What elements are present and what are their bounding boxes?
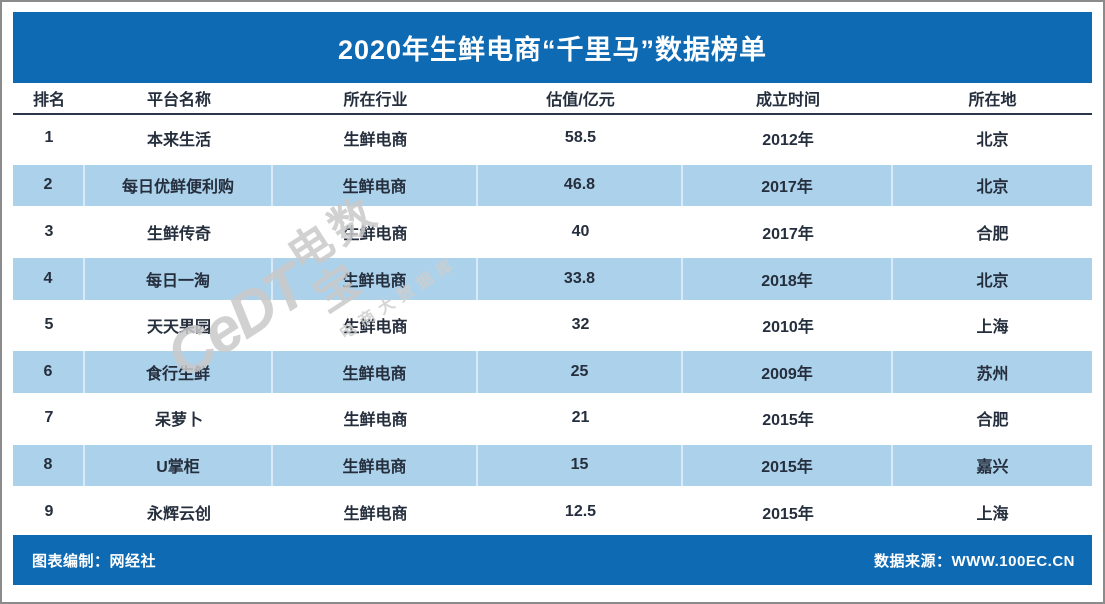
table-cell: 生鲜电商: [343, 318, 408, 336]
table-cell: 40: [571, 222, 590, 240]
table-cell: 上海: [976, 318, 1009, 336]
column-header-industry: 所在行业: [343, 92, 408, 109]
table-cell: 永辉云创: [146, 505, 211, 523]
table-cell: 2010年: [762, 318, 814, 336]
table-cell: 3: [44, 222, 54, 240]
table-cell: 天天果园: [146, 318, 211, 336]
page-title: 2020年生鲜电商“千里马”数据榜单: [337, 35, 768, 65]
table-cell: 生鲜传奇: [146, 225, 211, 243]
footer-source: 数据来源：WWW.100EC.CN: [873, 552, 1075, 570]
table-cell: 生鲜电商: [343, 412, 408, 430]
table-cell: 生鲜电商: [343, 505, 408, 523]
table-cell: 58.5: [564, 129, 597, 147]
table-cell: 2012年: [762, 132, 814, 150]
table-cell: 12.5: [564, 502, 597, 520]
title-bar: 2020年生鲜电商“千里马”数据榜单: [13, 12, 1092, 83]
footer-credit: 图表编制：网经社: [32, 552, 157, 570]
table-cell: 2: [13, 164, 85, 207]
table-row: 2 每日优鲜便利购 生鲜电商 46.8 2017年 北京: [13, 161, 1092, 209]
table-cell: 7: [44, 409, 54, 427]
table-header-row: 排名 平台名称 所在行业 估值/亿元 成立时间 所在地: [13, 83, 1092, 115]
table-cell: 32: [571, 315, 590, 333]
table-row: 5 天天果园 生鲜电商 32 2010年 上海: [13, 301, 1092, 349]
table-cell: 2018年: [683, 257, 893, 300]
table-cell: 2015年: [762, 505, 814, 523]
table-cell: 4: [13, 257, 85, 300]
table-cell: 2009年: [683, 351, 893, 393]
table-cell: 生鲜电商: [343, 225, 408, 243]
table-cell: 合肥: [976, 225, 1009, 243]
table-cell: 5: [44, 315, 54, 333]
column-header-platform: 平台名称: [146, 92, 211, 109]
table-cell: 呆萝卜: [154, 412, 203, 430]
table-cell: 21: [571, 409, 590, 427]
table-cell: 15: [478, 444, 683, 487]
table-cell: 9: [44, 502, 54, 520]
table-cell: 2015年: [683, 444, 893, 487]
table-cell: 北京: [976, 272, 1009, 290]
table-row: 9 永辉云创 生鲜电商 12.5 2015年 上海: [13, 488, 1092, 535]
table-cell: 食行生鲜: [85, 351, 273, 393]
column-header-location: 所在地: [968, 92, 1017, 109]
column-header-founded: 成立时间: [755, 92, 820, 109]
column-header-valuation: 估值/亿元: [546, 92, 615, 109]
table-cell: 上海: [976, 505, 1009, 523]
table-cell: 33.8: [478, 257, 683, 300]
table-cell: 合肥: [976, 412, 1009, 430]
table-row: 6 食行生鲜 生鲜电商 25 2009年 苏州: [13, 348, 1092, 395]
table-row: 1 本来生活 生鲜电商 58.5 2012年 北京: [13, 115, 1092, 162]
table-cell: U掌柜: [85, 444, 273, 487]
table-cell: 2017年: [762, 225, 814, 243]
table-cell: 生鲜电商: [273, 257, 478, 300]
table-cell: 生鲜电商: [273, 444, 478, 487]
table-body: 1 本来生活 生鲜电商 58.5 2012年 北京 2 每日优鲜便利购 生鲜电商 46.8 2017…: [13, 115, 1092, 535]
table-cell: 本来生活: [146, 132, 211, 150]
table-cell: 嘉兴: [976, 459, 1009, 477]
table-cell: 2017年: [683, 164, 893, 207]
table-cell: 每日优鲜便利购: [85, 164, 273, 207]
table-cell: 生鲜电商: [273, 164, 478, 207]
table-cell: 2015年: [762, 412, 814, 430]
footer-bar: 图表编制：网经社 数据来源：WWW.100EC.CN: [13, 535, 1092, 585]
table-cell: 北京: [976, 179, 1009, 197]
table-cell: 每日一淘: [85, 257, 273, 300]
table-row: 8 U掌柜 生鲜电商 15 2015年 嘉兴: [13, 441, 1092, 489]
table-cell: 北京: [976, 132, 1009, 150]
table-row: 7 呆萝卜 生鲜电商 21 2015年 合肥: [13, 394, 1092, 442]
table-cell: 生鲜电商: [343, 132, 408, 150]
table-cell: 46.8: [478, 164, 683, 207]
table-cell: 生鲜电商: [273, 351, 478, 393]
table-cell: 8: [13, 444, 85, 487]
table-row: 3 生鲜传奇 生鲜电商 40 2017年 合肥: [13, 208, 1092, 255]
table-cell: 苏州: [976, 366, 1009, 384]
column-header-rank: 排名: [32, 92, 65, 109]
table-row: 4 每日一淘 生鲜电商 33.8 2018年 北京: [13, 254, 1092, 302]
table-cell: 25: [478, 351, 683, 393]
table-cell: 1: [44, 129, 54, 147]
table-cell: 6: [13, 351, 85, 393]
